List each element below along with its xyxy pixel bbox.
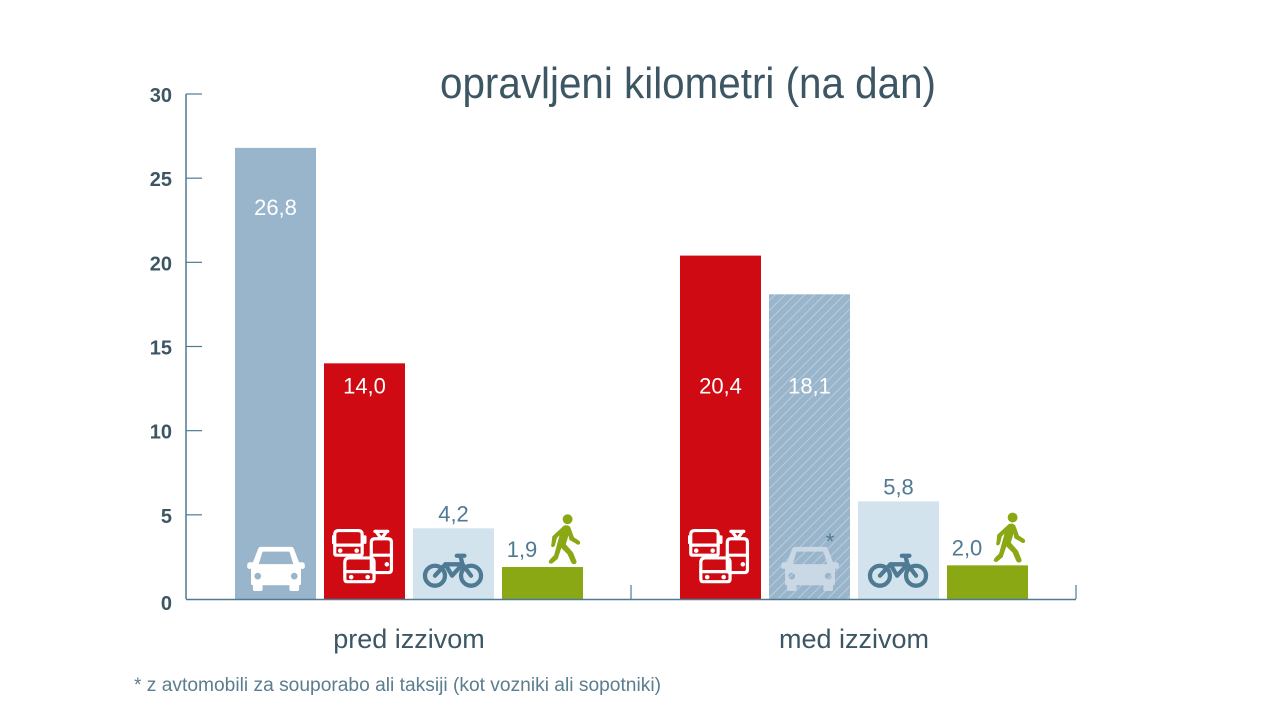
y-tick-label: 15	[150, 338, 172, 360]
y-axis: 0 5 10 15 20 25 30	[150, 85, 202, 615]
bar-value-label: 1,9	[507, 537, 538, 562]
bar-group-2: 20,4 18,1 * 5,8 2,0	[680, 255, 1028, 599]
walking-icon	[993, 512, 1026, 563]
x-category-label: med izzivom	[779, 624, 929, 654]
y-tick-label: 30	[150, 85, 172, 107]
bar-walking	[947, 565, 1028, 599]
bar-value-label: 14,0	[343, 373, 386, 398]
y-tick-label: 5	[161, 506, 172, 528]
footnote: * z avtomobili za souporabo ali taksiji …	[134, 675, 661, 696]
bar-car	[235, 147, 316, 599]
walking-icon	[548, 514, 581, 565]
bar-value-label: 26,8	[254, 195, 297, 220]
bar-value-label: 18,1	[788, 373, 831, 398]
y-tick-label: 25	[150, 169, 172, 191]
bar-walking	[502, 567, 583, 599]
bar-car-sharing-taxi	[769, 294, 850, 599]
y-tick-label: 20	[150, 253, 172, 275]
y-tick-label: 0	[161, 593, 172, 615]
x-axis: pred izzivom med izzivom	[186, 585, 1077, 654]
chart-title: opravljeni kilometri (na dan)	[440, 59, 936, 108]
bar-value-label: 2,0	[952, 535, 983, 560]
bar-value-label: 5,8	[883, 474, 914, 499]
bar-bicycle	[858, 501, 939, 599]
bar-value-label: 20,4	[699, 373, 742, 398]
x-category-label: pred izzivom	[333, 624, 485, 654]
y-tick-label: 10	[150, 422, 172, 444]
bar-group-1: 26,8 14,0 4,2 1,9	[235, 147, 583, 599]
bars-layer: 26,8 14,0 4,2 1,9 20,4 18,1 * 5,8 2,0	[235, 147, 1028, 599]
bar-value-label: 4,2	[438, 501, 469, 526]
footnote-asterisk: *	[826, 529, 835, 554]
